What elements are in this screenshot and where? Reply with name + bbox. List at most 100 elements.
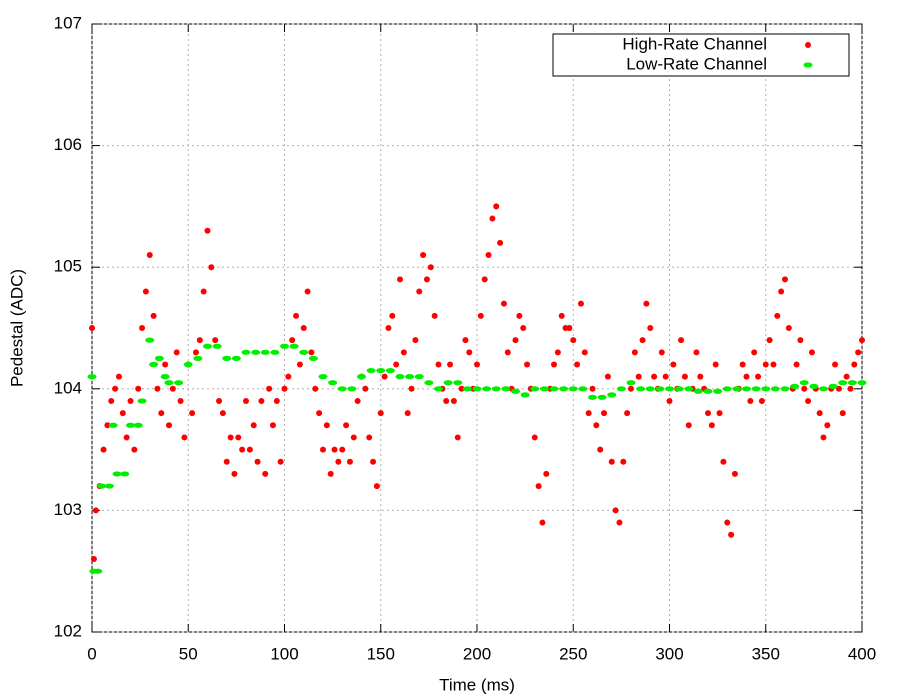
- point: [684, 386, 694, 392]
- point: [755, 373, 762, 380]
- x-tick-label: 350: [752, 644, 780, 663]
- point: [285, 373, 292, 380]
- point: [477, 312, 484, 319]
- point: [662, 373, 669, 380]
- point: [192, 349, 199, 356]
- x-tick-label: 150: [367, 644, 395, 663]
- point: [328, 380, 338, 386]
- y-tick-label: 107: [54, 13, 82, 32]
- point: [227, 434, 234, 441]
- point: [443, 380, 453, 386]
- point: [123, 434, 130, 441]
- point: [154, 385, 161, 392]
- y-axis-label: Pedestal (ADC): [7, 269, 26, 387]
- point: [558, 312, 565, 319]
- point: [697, 373, 704, 380]
- point: [782, 276, 788, 283]
- point: [855, 349, 862, 356]
- point: [785, 325, 792, 331]
- point: [666, 397, 673, 404]
- point: [770, 386, 780, 392]
- point: [724, 519, 731, 526]
- point: [651, 373, 658, 380]
- point: [608, 458, 615, 465]
- point: [347, 386, 357, 392]
- point: [597, 394, 607, 400]
- point: [112, 471, 122, 477]
- point: [801, 385, 808, 392]
- point: [414, 374, 424, 380]
- point: [160, 374, 170, 380]
- point: [393, 361, 400, 368]
- y-tick-label: 102: [54, 621, 82, 640]
- point: [112, 385, 119, 392]
- point: [169, 385, 176, 392]
- point: [524, 361, 531, 368]
- point: [720, 458, 727, 465]
- point: [243, 397, 249, 404]
- point: [685, 422, 692, 429]
- point: [716, 410, 723, 417]
- point: [511, 388, 520, 394]
- point: [462, 386, 472, 392]
- y-tick-label: 106: [54, 135, 82, 154]
- point: [554, 349, 561, 356]
- point: [119, 410, 126, 417]
- point: [304, 288, 311, 295]
- point: [493, 203, 500, 210]
- x-tick-label: 300: [655, 644, 683, 663]
- point: [851, 361, 858, 368]
- point: [859, 337, 865, 344]
- y-tick-label: 105: [54, 257, 82, 276]
- point: [761, 386, 771, 392]
- point: [189, 410, 196, 417]
- point: [231, 355, 241, 361]
- point: [405, 374, 415, 380]
- point: [805, 397, 812, 404]
- point: [208, 264, 215, 271]
- point: [797, 337, 804, 344]
- point: [626, 380, 636, 386]
- point: [335, 458, 342, 465]
- point: [678, 337, 685, 344]
- point: [373, 483, 380, 490]
- point: [520, 325, 527, 331]
- point: [843, 373, 850, 380]
- point: [212, 343, 222, 349]
- point: [665, 386, 674, 392]
- legend-marker: [805, 42, 811, 48]
- point: [620, 458, 627, 465]
- point: [251, 349, 261, 355]
- point: [150, 312, 157, 319]
- point: [404, 410, 411, 417]
- point: [472, 386, 482, 392]
- point: [743, 373, 750, 380]
- point: [731, 470, 738, 477]
- point: [453, 380, 463, 386]
- point: [604, 373, 611, 380]
- point: [793, 361, 800, 368]
- point: [416, 288, 423, 295]
- point: [177, 397, 184, 404]
- point: [385, 367, 395, 374]
- point: [655, 386, 665, 392]
- point: [127, 397, 134, 404]
- point: [462, 337, 469, 344]
- point: [435, 361, 442, 368]
- point: [131, 446, 138, 453]
- point: [751, 386, 761, 392]
- point: [828, 383, 838, 389]
- point: [693, 388, 703, 394]
- point: [200, 288, 207, 295]
- point: [485, 252, 492, 259]
- point: [739, 361, 746, 368]
- point: [293, 312, 300, 319]
- point: [362, 385, 369, 392]
- point: [458, 385, 465, 392]
- point: [212, 337, 219, 344]
- point: [712, 361, 719, 368]
- point: [90, 556, 97, 563]
- point: [331, 446, 338, 453]
- point: [196, 337, 203, 344]
- legend-box: [552, 33, 850, 77]
